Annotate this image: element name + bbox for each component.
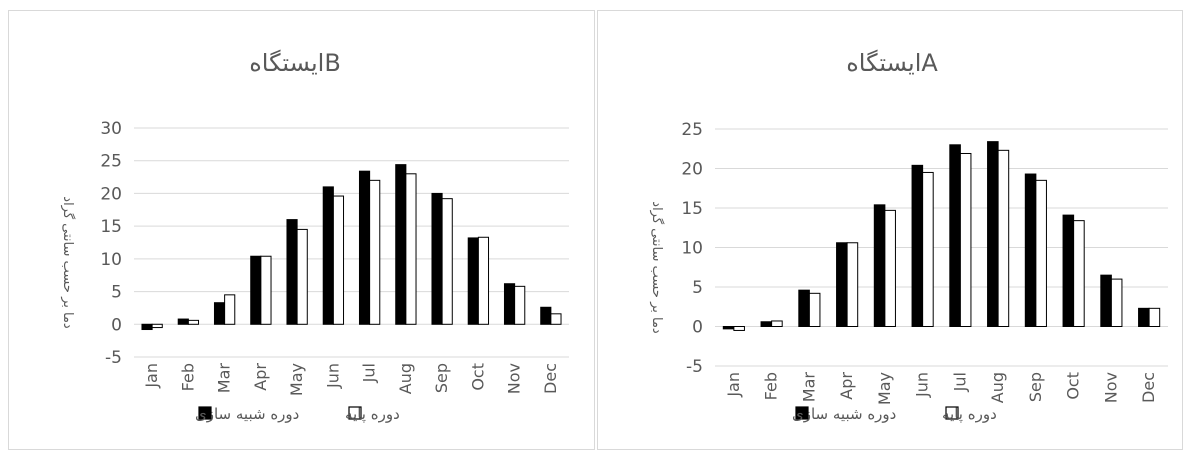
bar-simulation bbox=[837, 243, 848, 327]
y-tick-label: 10 bbox=[681, 239, 703, 259]
y-tick-label: 5 bbox=[692, 278, 703, 298]
bar-base bbox=[960, 153, 971, 326]
bar-base bbox=[442, 199, 452, 325]
bar-base bbox=[734, 327, 745, 331]
bar-simulation bbox=[912, 165, 923, 326]
bar-simulation bbox=[178, 319, 188, 324]
x-category-label: Jul bbox=[950, 372, 969, 392]
x-category-label: Nov bbox=[1101, 372, 1120, 403]
y-tick-label: 20 bbox=[100, 184, 122, 204]
x-category-label: Mar bbox=[799, 372, 818, 403]
x-category-label: Oct bbox=[468, 363, 487, 391]
x-category-label: Jun bbox=[323, 363, 342, 389]
bar-base bbox=[261, 256, 271, 324]
bar-base bbox=[1111, 279, 1122, 326]
bar-simulation bbox=[1063, 215, 1074, 326]
chart-title: ایستگاهA bbox=[846, 49, 938, 77]
y-tick-label: 20 bbox=[681, 160, 703, 180]
x-category-label: Feb bbox=[762, 372, 781, 400]
bar-simulation bbox=[761, 322, 772, 327]
bar-base bbox=[478, 237, 488, 324]
chart-title: ایستگاهB bbox=[249, 49, 341, 77]
bar-base bbox=[370, 180, 380, 324]
bar-simulation bbox=[287, 220, 297, 325]
x-category-label: Oct bbox=[1064, 372, 1083, 400]
y-tick-label: 25 bbox=[100, 152, 122, 172]
bar-simulation bbox=[214, 303, 224, 325]
bar-simulation bbox=[541, 307, 551, 324]
y-tick-label: 30 bbox=[100, 119, 122, 139]
x-category-label: Jan bbox=[724, 372, 743, 398]
legend-label-base: دوره پایه bbox=[942, 405, 997, 424]
bar-base bbox=[406, 174, 416, 324]
legend-label-base: دوره پایه bbox=[345, 405, 400, 424]
y-axis-label: دما بر حسب سانتی گراد bbox=[649, 201, 665, 334]
bar-base bbox=[847, 243, 858, 327]
chart-panel-station-b: ایستگاهB -5 0 5 10 15 20 25 30 دما بر حسب سانتی گ… bbox=[8, 10, 595, 450]
x-category-label: Aug bbox=[396, 363, 415, 394]
bar-base bbox=[225, 295, 235, 324]
bar-simulation bbox=[988, 142, 999, 327]
bar-simulation bbox=[504, 284, 514, 325]
x-category-label: May bbox=[287, 363, 306, 396]
bar-base bbox=[152, 324, 162, 327]
bar-base bbox=[809, 293, 820, 326]
bar-base bbox=[772, 321, 783, 327]
legend-label-simulation: دوره شبیه سازی bbox=[195, 405, 299, 423]
bar-simulation bbox=[251, 256, 261, 324]
bar-simulation bbox=[950, 145, 961, 327]
bar-simulation bbox=[1101, 275, 1112, 326]
bar-base bbox=[998, 150, 1009, 326]
x-category-label: Jan bbox=[142, 363, 161, 389]
y-tick-label: -5 bbox=[105, 348, 122, 368]
y-tick-label: 15 bbox=[681, 199, 703, 219]
bar-simulation bbox=[396, 165, 406, 325]
y-tick-label: 0 bbox=[111, 315, 122, 335]
bar-simulation bbox=[723, 327, 734, 329]
x-category-label: Aug bbox=[988, 372, 1007, 403]
bar-simulation bbox=[799, 290, 810, 326]
chart-panel-station-a: ایستگاهA -5 0 5 10 15 20 25 دما بر حسب سانتی گرا… bbox=[597, 10, 1183, 450]
x-category-label: Mar bbox=[215, 363, 234, 394]
x-category-label: Dec bbox=[1139, 372, 1158, 403]
bar-simulation bbox=[874, 205, 885, 327]
bar-simulation bbox=[1025, 174, 1036, 326]
bar-simulation bbox=[359, 171, 369, 324]
x-category-label: Apr bbox=[251, 363, 270, 391]
y-tick-label: 5 bbox=[111, 283, 122, 303]
x-category-label: Jul bbox=[360, 363, 379, 383]
y-tick-label: 10 bbox=[100, 250, 122, 270]
bar-base bbox=[1149, 308, 1160, 326]
x-category-label: Dec bbox=[541, 363, 560, 394]
chart-a-svg: ایستگاهA -5 0 5 10 15 20 25 دما بر حسب سانتی گرا… bbox=[598, 11, 1184, 451]
x-category-label: Nov bbox=[505, 363, 524, 394]
bar-base bbox=[188, 320, 198, 324]
y-axis-label: دما بر حسب سانتی گراد bbox=[60, 196, 76, 329]
bar-simulation bbox=[1139, 308, 1150, 326]
bar-simulation bbox=[432, 193, 442, 324]
bar-simulation bbox=[468, 238, 478, 324]
bar-base bbox=[1036, 180, 1047, 326]
chart-b-svg: ایستگاهB -5 0 5 10 15 20 25 30 دما بر حسب سانتی گ… bbox=[9, 11, 596, 451]
bar-simulation bbox=[323, 187, 333, 324]
x-category-label: Sep bbox=[1026, 372, 1045, 402]
y-tick-label: 25 bbox=[681, 120, 703, 140]
x-category-label: May bbox=[875, 372, 894, 405]
bar-base bbox=[923, 172, 934, 326]
bar-simulation bbox=[142, 324, 152, 329]
x-category-label: Sep bbox=[432, 363, 451, 393]
y-tick-label: 0 bbox=[692, 318, 703, 338]
x-category-label: Apr bbox=[837, 372, 856, 400]
bar-base bbox=[333, 196, 343, 324]
x-category-label: Jun bbox=[913, 372, 932, 398]
bar-base bbox=[297, 229, 307, 324]
y-tick-label: 15 bbox=[100, 217, 122, 237]
x-category-label: Feb bbox=[178, 363, 197, 391]
legend-label-simulation: دوره شبیه سازی bbox=[792, 405, 896, 423]
y-tick-label: -5 bbox=[686, 357, 703, 377]
bar-base bbox=[515, 286, 525, 324]
bar-base bbox=[885, 210, 896, 326]
bar-base bbox=[551, 314, 561, 324]
bar-base bbox=[1074, 221, 1085, 327]
